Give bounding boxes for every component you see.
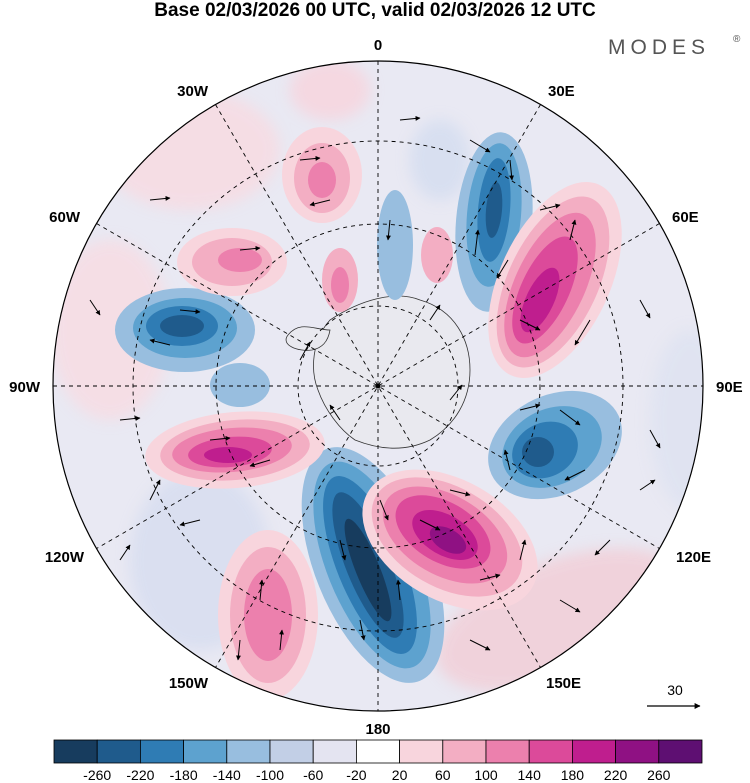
lon-label-30w: 30W (177, 83, 209, 100)
neg-center-70W (115, 190, 413, 407)
colorbar-tick-label: 180 (561, 767, 585, 783)
brand-logo: MODES (608, 36, 711, 59)
pos-center-105W (145, 411, 325, 489)
neg-center-95E (488, 390, 622, 500)
colorbar-tick-label: 140 (518, 767, 542, 783)
colorbar-tick-label: 20 (392, 767, 408, 783)
colorbar-swatch (572, 739, 617, 764)
antarctica-coastline (313, 295, 471, 449)
lon-label-60w: 60W (49, 209, 81, 226)
antarctic-peninsula (285, 326, 331, 351)
colorbar-tick-label: -220 (126, 767, 154, 783)
pos-center-50E (488, 182, 622, 378)
colorbar-tick-label: -60 (303, 767, 323, 783)
colorbar-swatch (658, 739, 703, 764)
colorbar-swatch (96, 739, 141, 764)
lon-label-0: 0 (374, 37, 382, 54)
colorbar-tick-label: 60 (435, 767, 451, 783)
pos-center-135E (362, 469, 538, 611)
lon-label-90e: 90E (716, 379, 743, 396)
colorbar-swatch (355, 739, 400, 764)
pos-center-25W (282, 127, 362, 223)
colorbar-tick-label: -20 (346, 767, 366, 783)
colorbar-swatch (615, 739, 660, 764)
colorbar-swatch (442, 739, 487, 764)
wind-vectors (89, 115, 661, 661)
colorbar-tick-label: -180 (170, 767, 198, 783)
lon-label-30e: 30E (548, 83, 575, 100)
neg-center-180 (301, 447, 445, 683)
south-pole-marker (375, 383, 381, 389)
colorbar (53, 739, 703, 764)
lon-label-150e: 150E (546, 675, 581, 692)
map-border (52, 60, 704, 712)
colorbar-swatch (226, 739, 271, 764)
colorbar-swatch (269, 739, 314, 764)
lon-label-120w: 120W (45, 549, 85, 566)
colorbar-tick-label: 220 (604, 767, 628, 783)
colorbar-tick-label: 100 (474, 767, 498, 783)
colorbar-swatch (53, 739, 98, 764)
colorbar-swatch (399, 739, 444, 764)
pos-center-50W (177, 228, 287, 296)
colorbar-tick-label: -100 (256, 767, 284, 783)
colorbar-swatch (528, 739, 573, 764)
chart-title: Base 02/03/2026 00 UTC, valid 02/03/2026… (154, 0, 596, 21)
colorbar-tick-label: -260 (83, 767, 111, 783)
colorbar-swatch (312, 739, 357, 764)
reference-vector-label: 30 (667, 682, 683, 698)
colorbar-ticks: -260 -220 -180 -140 -100 -60 -20 20 60 100 140 180 2… (83, 767, 671, 783)
pos-center-150W (218, 530, 318, 700)
colorbar-swatch (183, 739, 228, 764)
colorbar-tick-label: -140 (213, 767, 241, 783)
lon-label-150w: 150W (169, 675, 209, 692)
colorbar-tick-label: 260 (647, 767, 671, 783)
anomaly-field (53, 61, 703, 711)
colorbar-swatch (139, 739, 184, 764)
lon-label-60e: 60E (672, 209, 699, 226)
brand-registered-mark: ® (733, 34, 741, 45)
lon-label-180: 180 (365, 721, 390, 738)
lon-label-90w: 90W (9, 379, 41, 396)
colorbar-swatch (485, 739, 530, 764)
pos-center-10W (322, 227, 453, 312)
lon-label-120e: 120E (676, 549, 711, 566)
